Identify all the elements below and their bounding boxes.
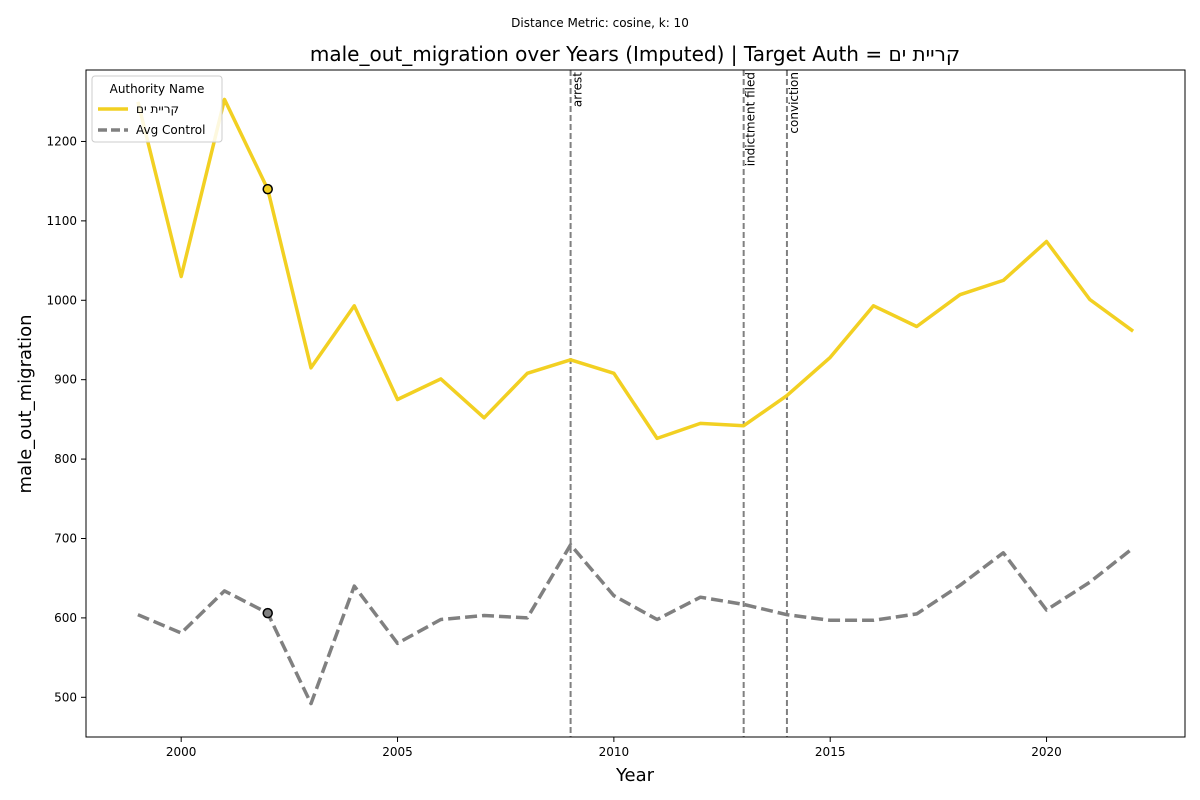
series-lines xyxy=(136,97,1135,706)
y-tick-label: 1100 xyxy=(46,214,77,228)
y-tick-label: 600 xyxy=(54,611,77,625)
plot-area-frame xyxy=(85,69,1186,738)
y-tick-label: 800 xyxy=(54,452,77,466)
legend-label-target: קריית ים xyxy=(136,102,179,116)
highlight-markers xyxy=(262,183,273,619)
x-tick-label: 2000 xyxy=(166,745,197,759)
legend-title: Authority Name xyxy=(110,82,205,96)
y-axis-label: male_out_migration xyxy=(15,315,36,494)
y-tick-label: 1000 xyxy=(46,293,77,307)
axis-ticks: 2000 2005 2010 2015 2020 500 600 700 800 900 1000 1… xyxy=(46,134,1061,759)
y-tick-label: 500 xyxy=(54,690,77,704)
x-tick-label: 2010 xyxy=(599,745,630,759)
chart-subtitle: Distance Metric: cosine, k: 10 xyxy=(511,16,689,30)
highlight-point xyxy=(262,607,273,619)
x-tick-label: 2020 xyxy=(1031,745,1062,759)
chart-title: male_out_migration over Years (Imputed) … xyxy=(310,42,960,66)
legend: Authority Name קריית ים Avg Control xyxy=(91,75,223,143)
y-tick-label: 1200 xyxy=(46,134,77,148)
series-line xyxy=(137,543,1135,706)
x-tick-label: 2005 xyxy=(382,745,413,759)
event-lines: arrest indictment filed conviction xyxy=(569,70,801,737)
legend-label-control: Avg Control xyxy=(136,123,205,137)
event-label: arrest xyxy=(571,72,585,107)
legend-frame xyxy=(91,75,223,143)
x-axis-label: Year xyxy=(615,765,655,786)
highlight-point xyxy=(262,183,273,195)
series-line xyxy=(136,97,1135,441)
event-label: conviction xyxy=(787,72,801,134)
y-tick-label: 700 xyxy=(54,531,77,545)
event-label: indictment filed xyxy=(744,72,758,166)
y-tick-label: 900 xyxy=(54,373,77,387)
x-tick-label: 2015 xyxy=(815,745,846,759)
